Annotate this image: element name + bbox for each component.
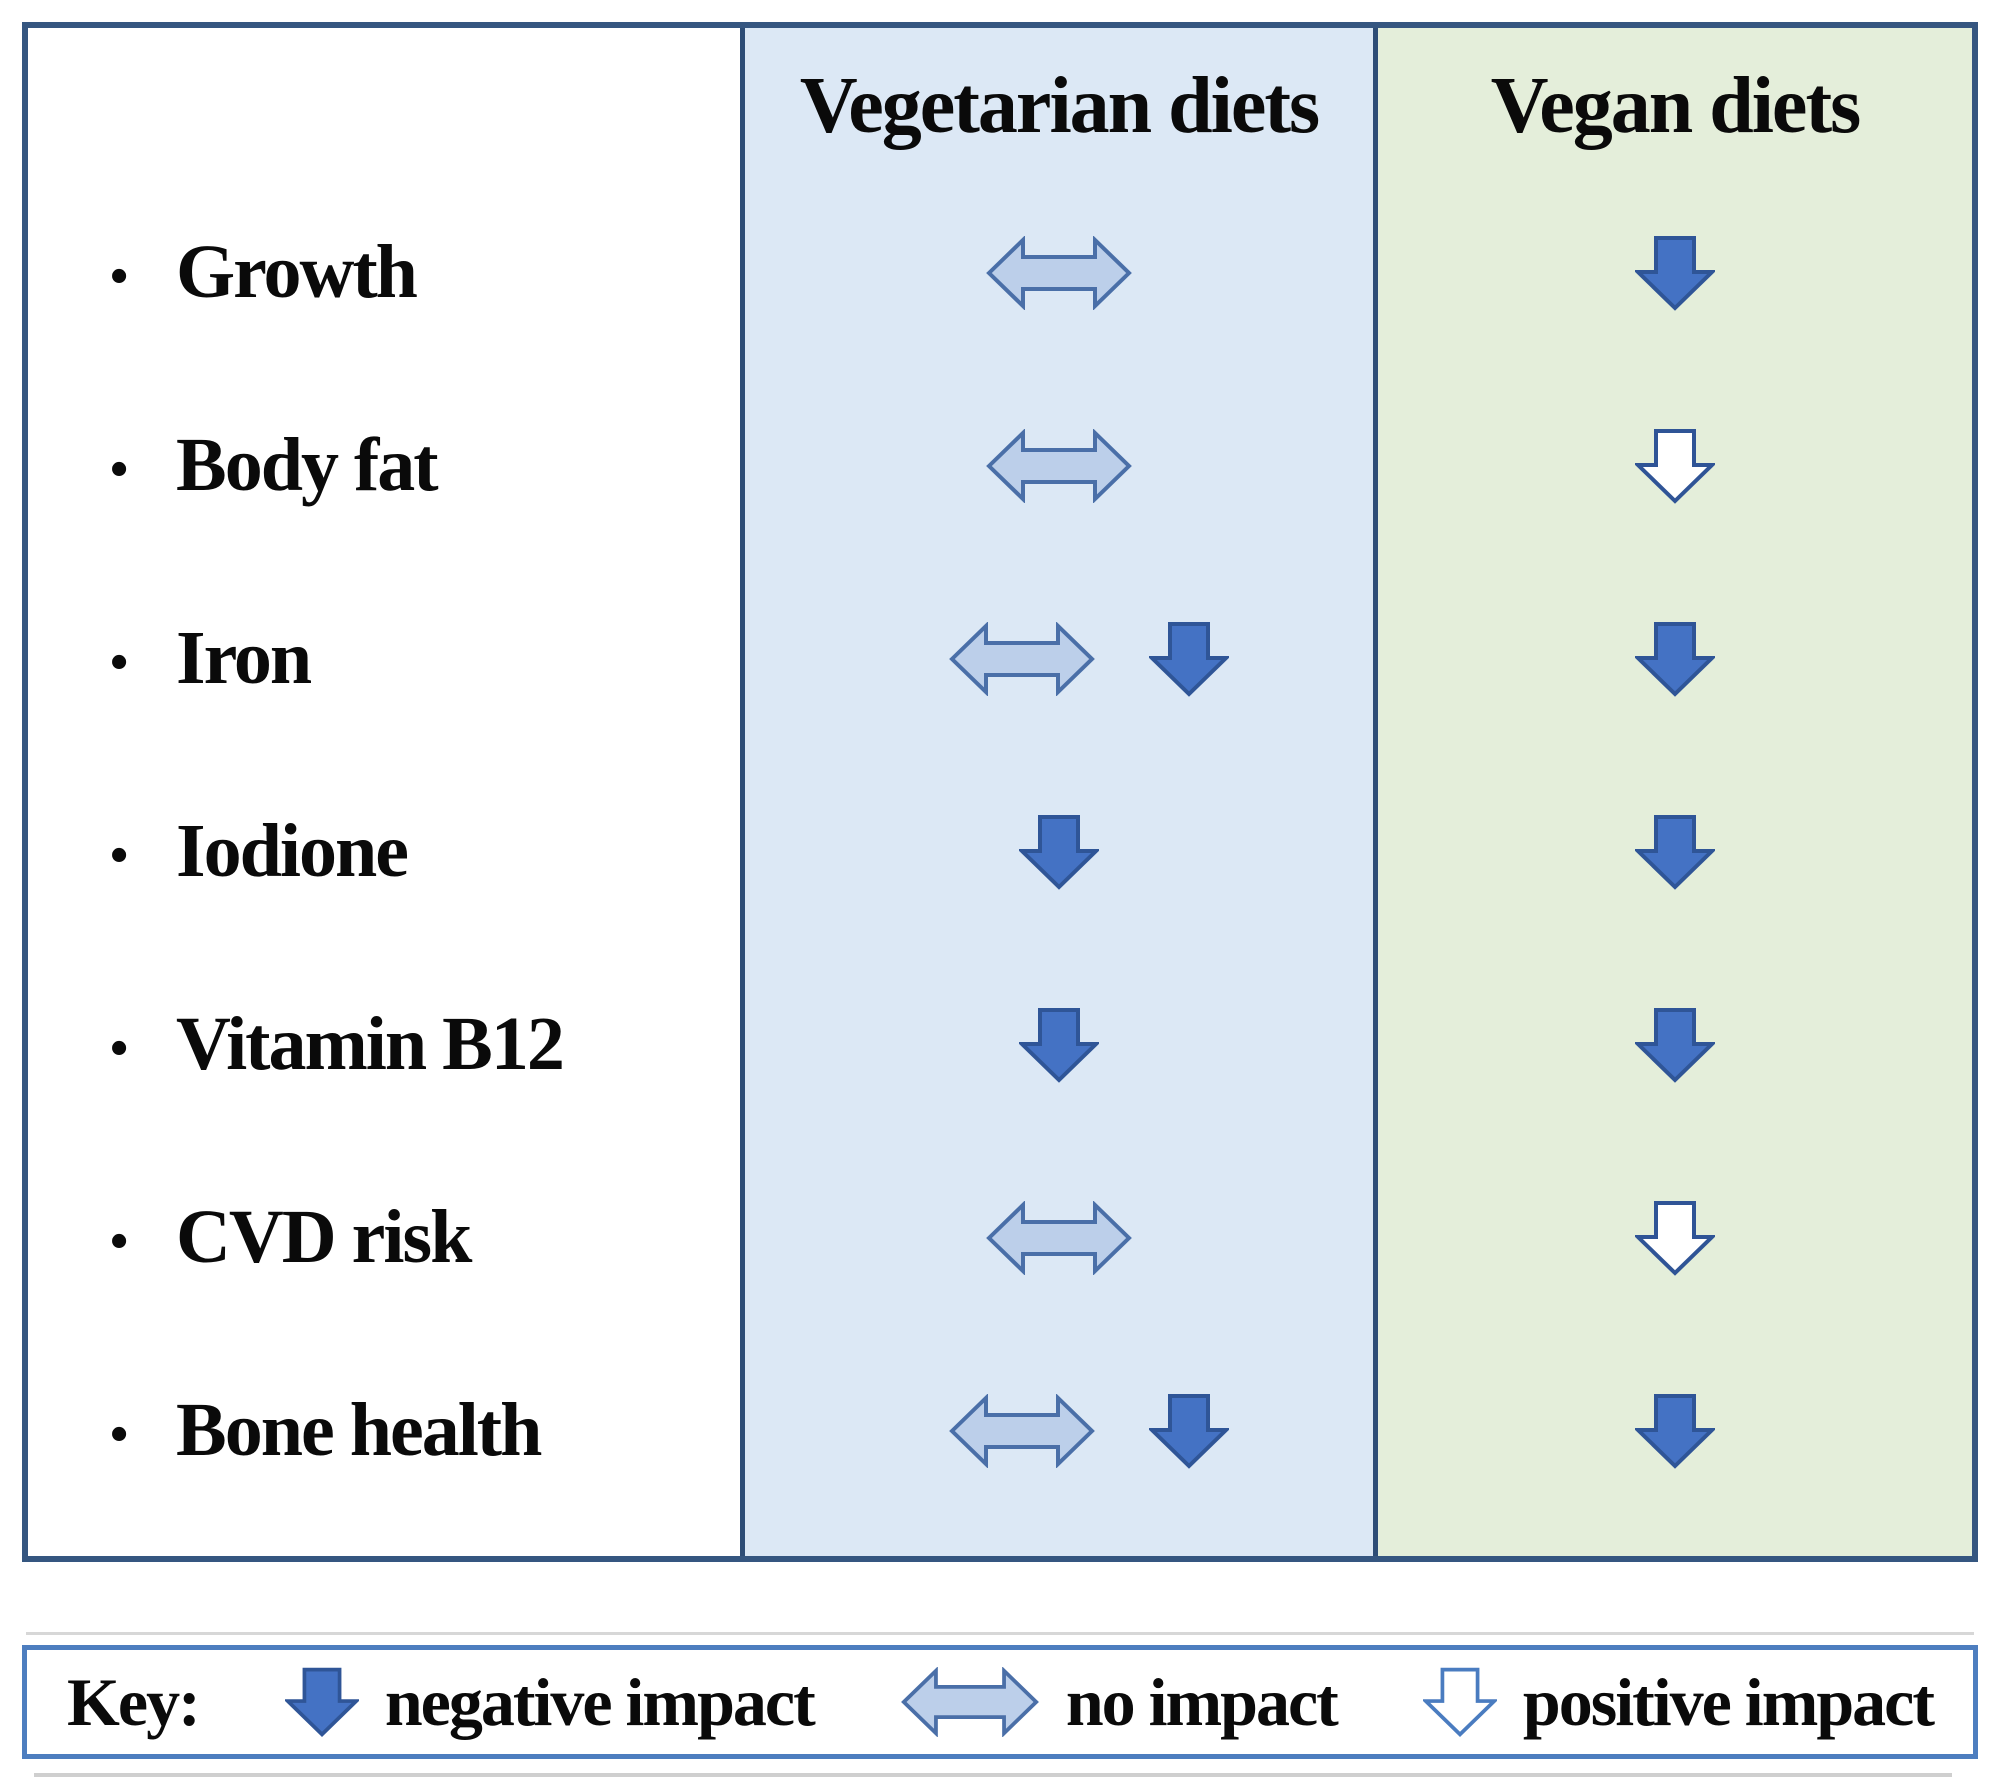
impact-cell	[745, 755, 1373, 948]
scan-artifact-line-top	[26, 1632, 1974, 1635]
impact-cell	[745, 948, 1373, 1141]
impact-cell	[1378, 1141, 1972, 1334]
factor-label: CVD risk	[176, 1195, 472, 1279]
bullet-icon: •	[110, 440, 129, 498]
legend-entry: positive impact	[1422, 1663, 1935, 1742]
down-arrow-filled-icon	[1019, 1007, 1099, 1083]
impact-cell	[745, 1141, 1373, 1334]
down-arrow-outline-icon	[1422, 1667, 1497, 1737]
vegan-header: Vegan diets	[1490, 61, 1861, 150]
impact-cell	[1378, 176, 1972, 369]
bullet-icon: •	[110, 826, 129, 884]
legend-icon-slot	[900, 1667, 1040, 1737]
scan-artifact-line-bottom	[34, 1773, 1952, 1777]
factor-row: • Body fat	[28, 369, 740, 562]
factor-label: Growth	[176, 230, 418, 314]
impact-cell	[1378, 755, 1972, 948]
legend-title: Key:	[67, 1663, 201, 1740]
bullet-icon: •	[110, 247, 129, 305]
down-arrow-outline-icon	[1635, 428, 1715, 504]
factor-row: • Vitamin B12	[28, 948, 740, 1141]
double-arrow-icon	[949, 621, 1095, 696]
down-arrow-filled-icon	[1149, 1393, 1229, 1469]
double-arrow-icon	[986, 235, 1132, 310]
down-arrow-outline-icon	[1635, 1200, 1715, 1276]
legend-meaning: no impact	[1065, 1663, 1339, 1740]
down-arrow-filled-icon	[1635, 621, 1715, 697]
factor-row: • CVD risk	[28, 1141, 740, 1334]
impact-cell	[1378, 1334, 1972, 1527]
diet-comparison-table: • Growth • Body fat • Iron • Iodione • V…	[22, 22, 1978, 1562]
impact-cell	[775, 562, 1403, 755]
down-arrow-filled-icon	[1635, 814, 1715, 890]
legend-meaning: negative impact	[384, 1663, 816, 1740]
double-arrow-icon	[900, 1667, 1039, 1737]
factor-label: Iodione	[176, 809, 409, 893]
factor-row: • Iodione	[28, 755, 740, 948]
down-arrow-filled-icon	[284, 1667, 359, 1737]
legend-icon-slot	[1422, 1666, 1497, 1738]
down-arrow-filled-icon	[1149, 621, 1229, 697]
legend-meaning: positive impact	[1522, 1663, 1935, 1740]
factor-label: Iron	[176, 616, 312, 700]
impact-cell	[745, 369, 1373, 562]
down-arrow-filled-icon	[1635, 235, 1715, 311]
impact-cell	[1378, 369, 1972, 562]
vegan-column: Vegan diets	[1373, 28, 1972, 1556]
bullet-icon: •	[110, 1019, 129, 1077]
factors-column: • Growth • Body fat • Iron • Iodione • V…	[28, 28, 740, 1556]
down-arrow-filled-icon	[1635, 1007, 1715, 1083]
legend-icon-slot	[284, 1666, 359, 1738]
bullet-icon: •	[110, 633, 129, 691]
factor-row: • Growth	[28, 176, 740, 369]
double-arrow-icon	[949, 1393, 1095, 1468]
factors-header-spacer	[28, 28, 740, 176]
factor-label: Body fat	[176, 423, 439, 507]
factor-row: • Bone health	[28, 1334, 740, 1527]
vegetarian-header: Vegetarian diets	[799, 61, 1320, 150]
down-arrow-filled-icon	[1635, 1393, 1715, 1469]
double-arrow-icon	[986, 428, 1132, 503]
down-arrow-filled-icon	[1019, 814, 1099, 890]
vegetarian-column: Vegetarian diets	[740, 28, 1373, 1556]
legend-entry: no impact	[900, 1663, 1339, 1742]
bullet-icon: •	[110, 1212, 129, 1270]
impact-cell	[1378, 948, 1972, 1141]
impact-cell	[1378, 562, 1972, 755]
bullet-icon: •	[110, 1405, 129, 1463]
factor-label: Vitamin B12	[176, 1002, 565, 1086]
legend-entry: negative impact	[284, 1663, 816, 1742]
factor-label: Bone health	[176, 1388, 542, 1472]
impact-cell	[745, 176, 1373, 369]
impact-cell	[775, 1334, 1403, 1527]
double-arrow-icon	[986, 1200, 1132, 1275]
legend: Key: negative impact no impact positive …	[22, 1645, 1978, 1759]
factor-row: • Iron	[28, 562, 740, 755]
